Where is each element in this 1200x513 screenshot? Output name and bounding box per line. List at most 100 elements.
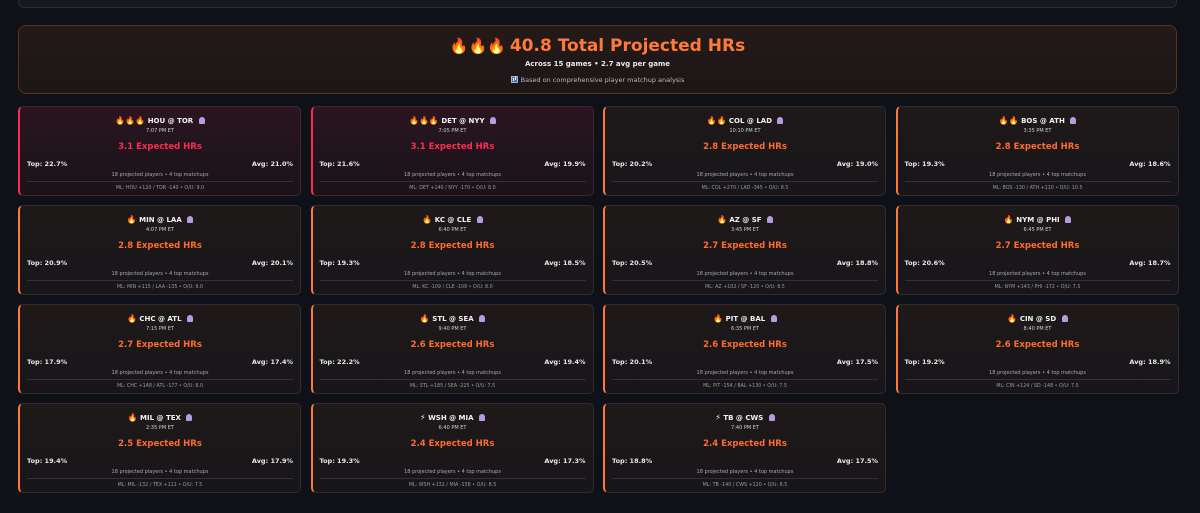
matchup: TB @ CWS (723, 414, 764, 422)
matchup: STL @ SEA (432, 315, 474, 323)
expected-hrs: 2.7 Expected HRs (703, 241, 787, 251)
game-card[interactable]: ⚡ WSH @ MIA 6:40 PM ET 2.4 Expected HRs … (310, 403, 594, 493)
bar-chart-icon (510, 76, 518, 83)
matchup: CIN @ SD (1019, 315, 1057, 323)
divider (27, 478, 293, 479)
game-time: 7:07 PM ET (146, 128, 174, 134)
player-info: 18 projected players • 4 top matchups (404, 172, 501, 178)
avg-probability: Avg: 17.9% (251, 457, 293, 465)
card-stats: Top: 20.9% Avg: 20.1% (27, 259, 293, 267)
game-card[interactable]: ⚡ TB @ CWS 7:40 PM ET 2.4 Expected HRs T… (603, 403, 886, 493)
avg-probability: Avg: 17.5% (836, 358, 878, 366)
crystal-ball-icon (478, 414, 485, 421)
odds-line: ML: TB -140 / CWS +120 • O/U: 8.5 (702, 483, 788, 488)
game-time: 7:40 PM ET (731, 425, 759, 431)
game-card[interactable]: 🔥 MIN @ LAA 4:07 PM ET 2.8 Expected HRs … (18, 205, 301, 295)
summary-panel: 🔥🔥🔥 40.8 Total Projected HRs Across 15 ga… (18, 25, 1177, 94)
matchup: KC @ CLE (434, 216, 472, 224)
fire-icon: 🔥 (419, 314, 430, 323)
game-card[interactable]: 🔥 NYM @ PHI 6:45 PM ET 2.7 Expected HRs … (895, 205, 1179, 295)
matchup: PIT @ BAL (725, 315, 766, 323)
summary-subtitle: Across 15 games • 2.7 avg per game (524, 60, 671, 68)
fire-icon: 🔥 (127, 413, 138, 422)
divider (27, 280, 293, 281)
game-card[interactable]: 🔥🔥 COL @ LAD 10:10 PM ET 2.8 Expected HR… (603, 106, 886, 196)
fire-icon: 🔥🔥🔥 (449, 37, 506, 55)
card-stats: Top: 20.1% Avg: 17.5% (612, 358, 878, 366)
game-time: 6:35 PM ET (731, 326, 759, 332)
expected-hrs: 2.4 Expected HRs (410, 439, 495, 449)
game-card[interactable]: 🔥 CIN @ SD 8:40 PM ET 2.6 Expected HRs T… (895, 304, 1179, 394)
odds-line: ML: HOU +120 / TOR -140 • O/U: 9.0 (115, 186, 205, 191)
card-stats: Top: 19.2% Avg: 18.9% (905, 358, 1171, 366)
card-header: 🔥🔥🔥 DET @ NYY (313, 116, 593, 126)
player-info: 18 projected players • 4 top matchups (696, 469, 794, 475)
odds-line: ML: DET +140 / NYY -170 • O/U: 8.0 (409, 186, 496, 191)
crystal-ball-icon (198, 117, 205, 124)
card-header: 🔥 MIL @ TEX (20, 413, 300, 423)
game-card[interactable]: 🔥🔥 BOS @ ATH 3:35 PM ET 2.8 Expected HRs… (895, 106, 1179, 196)
card-stats: Top: 20.2% Avg: 19.0% (612, 160, 878, 168)
top-probability: Top: 20.2% (612, 160, 653, 168)
player-info: 18 projected players • 4 top matchups (404, 370, 501, 376)
card-stats: Top: 21.6% Avg: 19.9% (320, 160, 586, 168)
fire-icon: 🔥 (126, 215, 137, 224)
avg-probability: Avg: 18.6% (1129, 160, 1171, 168)
player-info: 18 projected players • 4 top matchups (989, 271, 1086, 277)
game-card[interactable]: 🔥 CHC @ ATL 7:15 PM ET 2.7 Expected HRs … (18, 304, 301, 394)
top-probability: Top: 20.5% (612, 259, 653, 267)
game-card[interactable]: 🔥 STL @ SEA 9:40 PM ET 2.6 Expected HRs … (310, 304, 594, 394)
divider (319, 280, 586, 281)
card-stats: Top: 22.2% Avg: 19.4% (320, 358, 586, 366)
matchup: MIL @ TEX (140, 414, 181, 422)
player-info: 18 projected players • 4 top matchups (111, 172, 209, 178)
game-time: 2:35 PM ET (146, 425, 174, 431)
odds-line: ML: MIL -132 / TEX +111 • O/U: 7.5 (117, 483, 203, 488)
fire-icon: 🔥🔥🔥 (115, 116, 146, 125)
top-probability: Top: 21.6% (319, 160, 360, 168)
game-card[interactable]: 🔥 KC @ CLE 6:40 PM ET 2.8 Expected HRs T… (310, 205, 594, 295)
card-stats: Top: 19.3% Avg: 17.3% (320, 457, 586, 465)
divider (612, 280, 878, 281)
card-stats: Top: 18.8% Avg: 17.5% (612, 457, 878, 465)
total-projected-hrs: 40.8 Total Projected HRs (509, 36, 746, 56)
fire-icon: 🔥 (1007, 314, 1018, 323)
player-info: 18 projected players • 4 top matchups (404, 271, 501, 277)
card-header: 🔥 KC @ CLE (313, 215, 593, 225)
player-info: 18 projected players • 4 top matchups (111, 370, 209, 376)
odds-line: ML: WSH +132 / MIA -158 • O/U: 8.5 (408, 483, 497, 488)
odds-line: ML: CHC +148 / ATL -177 • O/U: 8.0 (116, 384, 204, 389)
game-card[interactable]: 🔥🔥🔥 DET @ NYY 7:05 PM ET 3.1 Expected HR… (310, 106, 594, 196)
matchup: WSH @ MIA (428, 414, 474, 422)
fire-icon: 🔥🔥 (998, 116, 1019, 125)
odds-line: ML: BOS -130 / ATH +110 • O/U: 10.5 (992, 186, 1083, 191)
fire-icon: 🔥 (1003, 215, 1014, 224)
divider (27, 181, 293, 182)
summary-note-text: Based on comprehensive player matchup an… (520, 76, 685, 84)
game-card[interactable]: 🔥 MIL @ TEX 2:35 PM ET 2.5 Expected HRs … (18, 403, 301, 493)
expected-hrs: 3.1 Expected HRs (410, 142, 495, 152)
crystal-ball-icon (186, 315, 193, 322)
game-card[interactable]: 🔥 PIT @ BAL 6:35 PM ET 2.6 Expected HRs … (603, 304, 886, 394)
avg-probability: Avg: 21.0% (251, 160, 293, 168)
player-info: 18 projected players • 4 top matchups (404, 469, 501, 475)
odds-line: ML: CIN +124 / SD -148 • O/U: 7.5 (996, 384, 1079, 389)
game-card[interactable]: 🔥🔥🔥 HOU @ TOR 7:07 PM ET 3.1 Expected HR… (18, 106, 301, 196)
fire-icon: 🔥 (713, 314, 724, 323)
crystal-ball-icon (768, 414, 775, 421)
odds-line: ML: MIN +115 / LAA -135 • O/U: 9.0 (117, 285, 203, 290)
game-time: 10:10 PM ET (729, 128, 761, 134)
avg-probability: Avg: 18.9% (1129, 358, 1171, 366)
avg-probability: Avg: 18.8% (836, 259, 878, 267)
game-time: 9:40 PM ET (438, 326, 467, 332)
player-info: 18 projected players • 4 top matchups (989, 370, 1086, 376)
top-probability: Top: 19.3% (319, 259, 360, 267)
fire-icon: 🔥🔥🔥 (408, 116, 439, 125)
expected-hrs: 2.8 Expected HRs (118, 241, 202, 251)
card-header: ⚡ WSH @ MIA (313, 413, 593, 423)
avg-probability: Avg: 17.3% (544, 457, 586, 465)
game-card[interactable]: 🔥 AZ @ SF 3:45 PM ET 2.7 Expected HRs To… (603, 205, 886, 295)
top-probability: Top: 19.4% (27, 457, 68, 465)
expected-hrs: 3.1 Expected HRs (118, 142, 202, 152)
player-info: 18 projected players • 4 top matchups (696, 271, 794, 277)
